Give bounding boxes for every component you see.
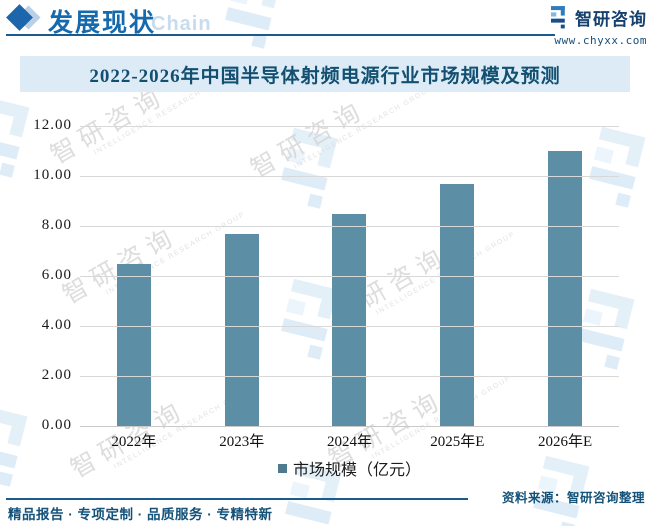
y-axis: 0.00 2.00 4.00 6.00 8.00 10.00 12.00 bbox=[0, 117, 72, 433]
gridline bbox=[80, 176, 619, 177]
brand-logo-icon bbox=[551, 6, 570, 29]
brand-url: www.chyxx.com bbox=[554, 34, 647, 47]
chart-bar bbox=[332, 213, 367, 426]
x-tick-label: 2026年E bbox=[538, 434, 593, 450]
y-tick-label: 10.00 bbox=[33, 167, 72, 183]
section-title: 发展现状 bbox=[48, 10, 157, 37]
gridline bbox=[80, 276, 619, 277]
data-source-note: 资料来源：智研咨询整理 bbox=[501, 491, 645, 505]
y-tick-label: 8.00 bbox=[41, 217, 72, 233]
gridline bbox=[80, 326, 619, 327]
y-tick-label: 2.00 bbox=[41, 367, 72, 383]
y-tick-label: 4.00 bbox=[41, 317, 72, 333]
chart-title: 2022-2026年中国半导体射频电源行业市场规模及预测 bbox=[89, 65, 561, 87]
bars-row bbox=[80, 126, 619, 426]
gridline bbox=[80, 376, 619, 377]
legend-swatch bbox=[277, 463, 287, 473]
y-tick-label: 12.00 bbox=[33, 117, 72, 133]
x-tick-label: 2023年 bbox=[219, 434, 265, 450]
footer-services: 精品报告 · 专项定制 · 品质服务 · 专精特新 bbox=[8, 507, 273, 522]
section-watermark-text: Chain bbox=[151, 13, 212, 35]
chart-bar bbox=[548, 151, 583, 426]
chart-bar bbox=[440, 183, 475, 426]
diamond-icon bbox=[6, 4, 48, 31]
gridline bbox=[80, 126, 619, 127]
chart-bar bbox=[116, 263, 151, 426]
header: 发展现状 Chain 智研咨询 www.chyxx.com bbox=[0, 0, 649, 47]
chart-bar bbox=[224, 233, 259, 426]
x-tick-label: 2025年E bbox=[430, 434, 485, 450]
plot-area bbox=[80, 126, 619, 427]
y-tick-label: 6.00 bbox=[41, 267, 72, 283]
legend-label: 市场规模（亿元） bbox=[292, 462, 421, 479]
legend: 市场规模（亿元） bbox=[80, 456, 619, 480]
y-tick-label: 0.00 bbox=[41, 417, 72, 433]
footer-divider bbox=[6, 498, 468, 500]
header-divider bbox=[6, 34, 555, 36]
chart-title-band: 2022-2026年中国半导体射频电源行业市场规模及预测 bbox=[20, 56, 630, 92]
x-tick-label: 2022年 bbox=[111, 434, 157, 450]
brand-name: 智研咨询 bbox=[575, 10, 647, 29]
x-axis-labels: 2022年 2023年 2024年 2025年E 2026年E bbox=[80, 430, 619, 451]
brand-block: 智研咨询 www.chyxx.com bbox=[551, 5, 647, 47]
x-axis-line bbox=[80, 426, 619, 427]
x-tick-label: 2024年 bbox=[326, 434, 372, 450]
gridline bbox=[80, 226, 619, 227]
